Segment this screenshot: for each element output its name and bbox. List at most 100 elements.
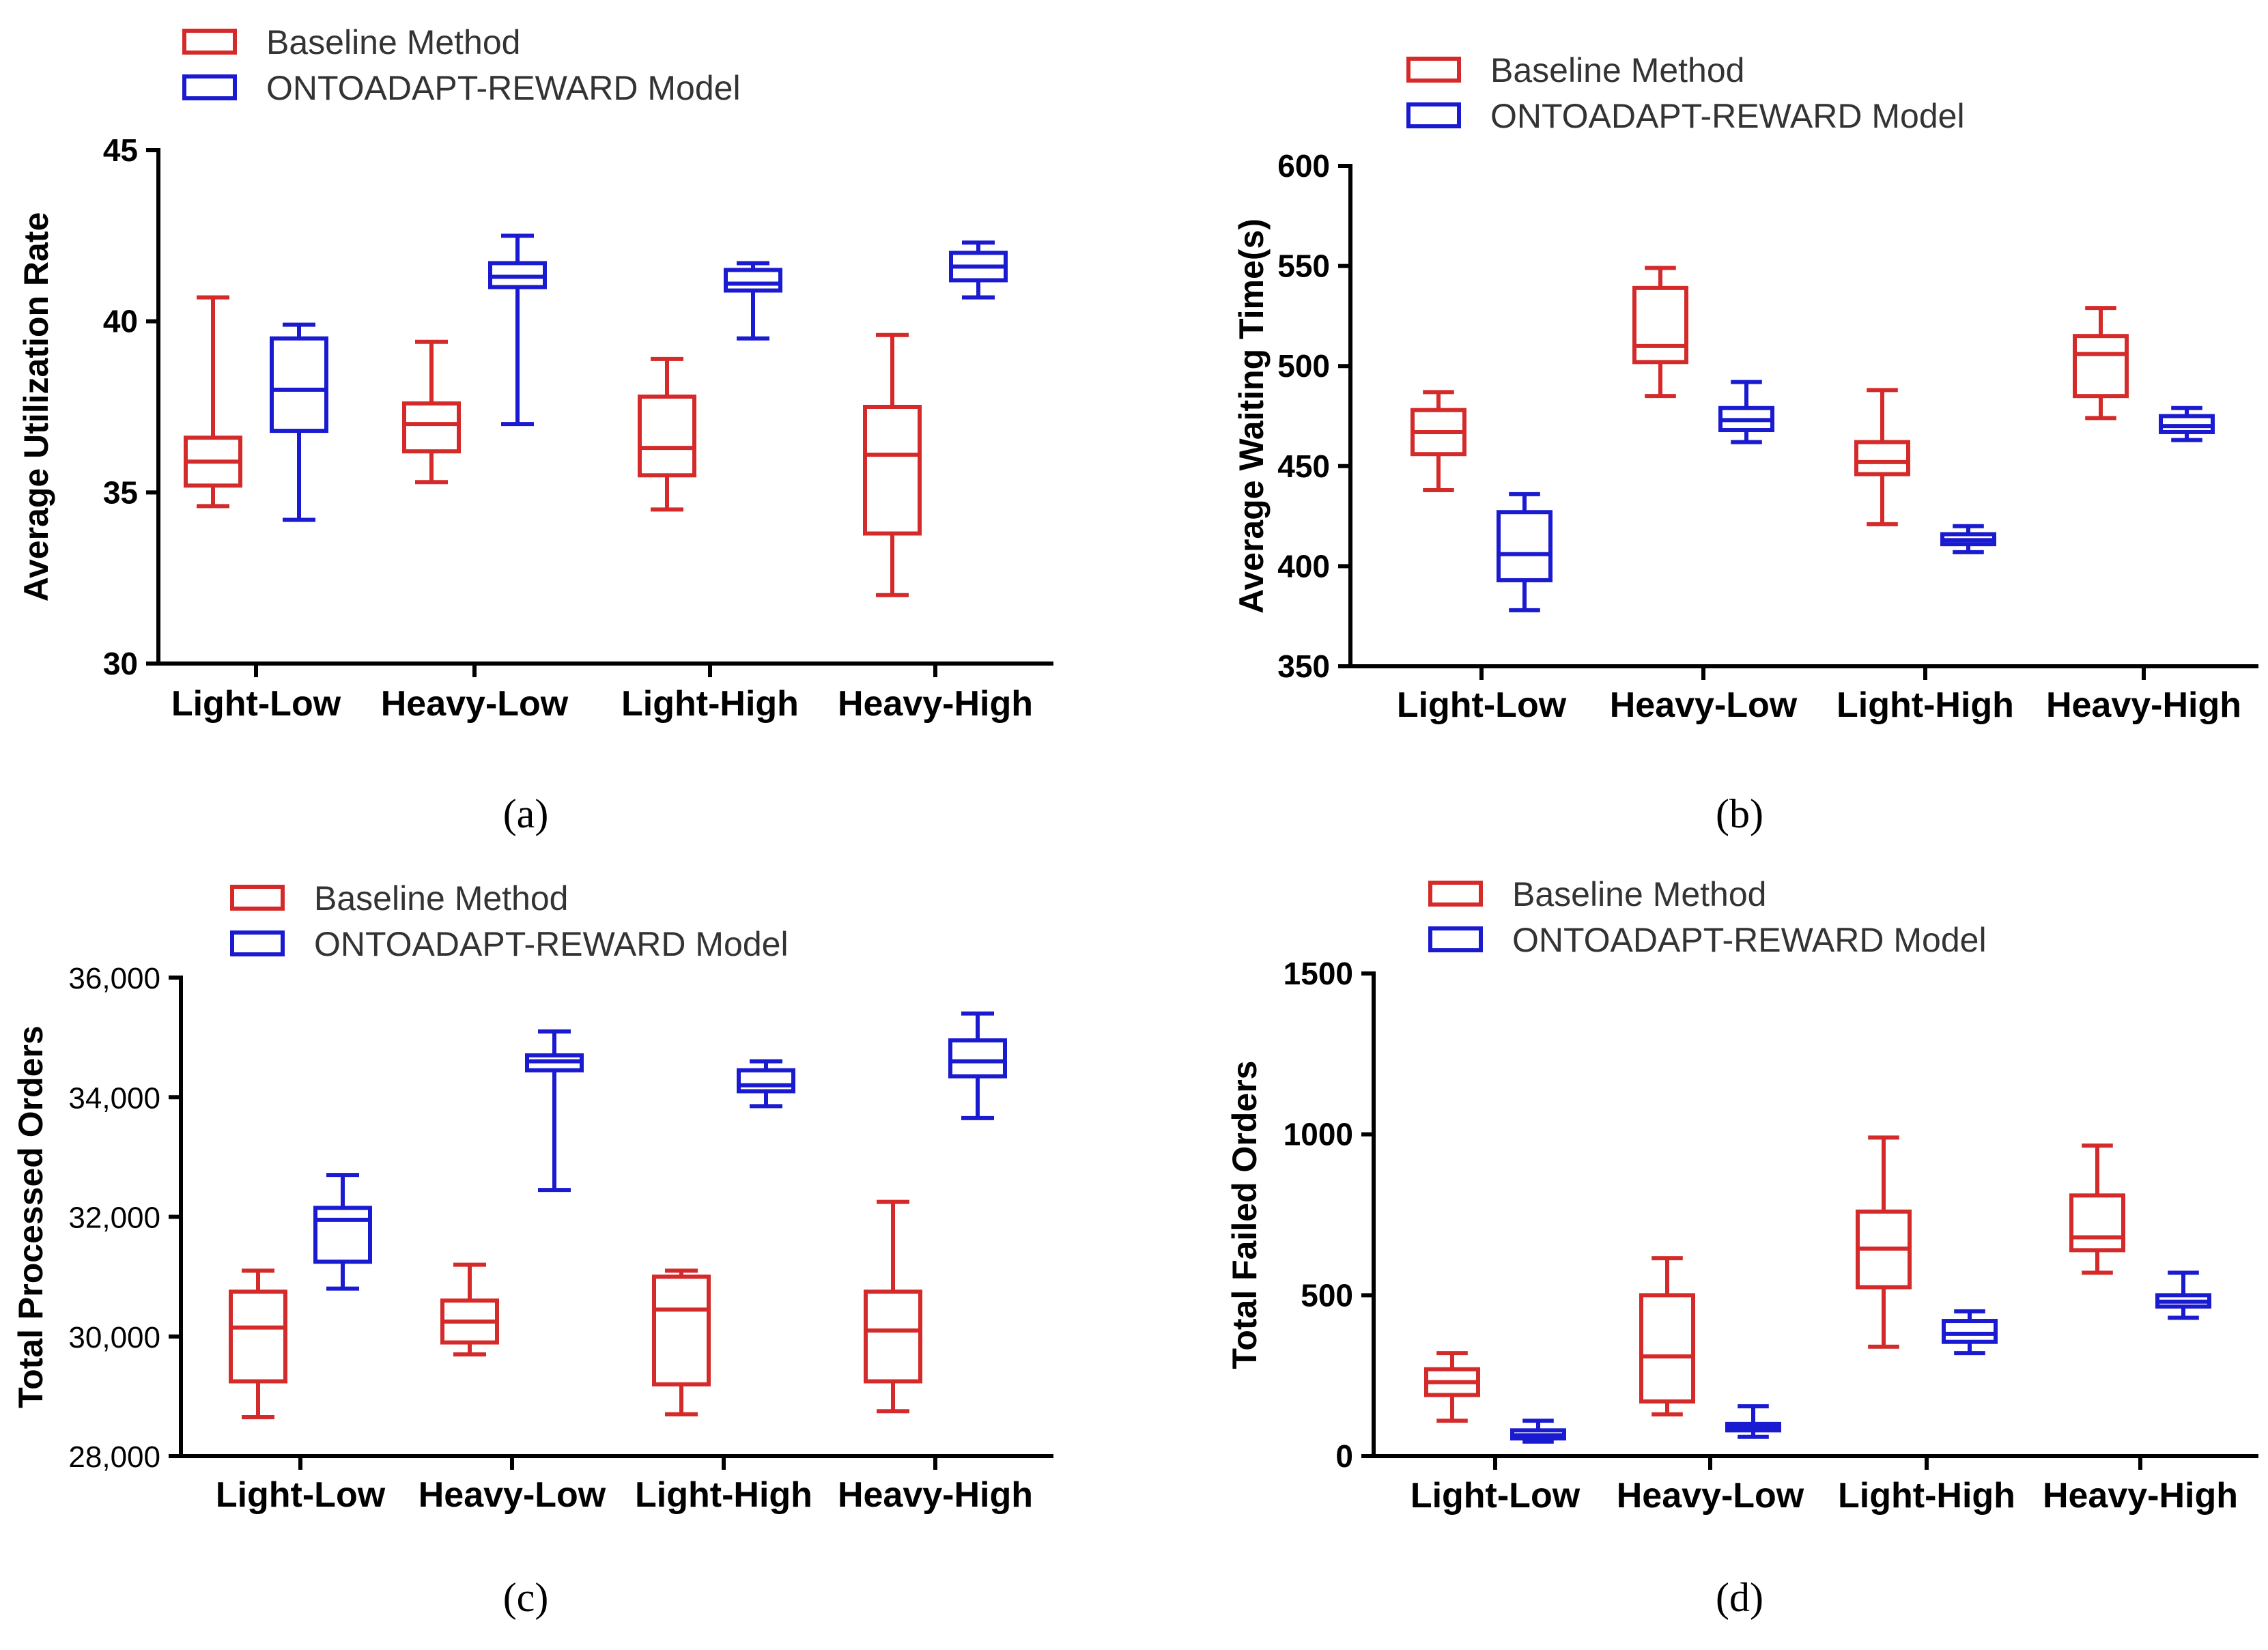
x-tick-label: Light-High bbox=[1838, 1476, 2015, 1516]
x-tick-label: Heavy-High bbox=[838, 1475, 1033, 1515]
legend-label-model: ONTOADAPT-REWARD Model bbox=[314, 925, 789, 963]
chart-panel-c: Baseline Method ONTOADAPT-REWARD Model 28,… bbox=[12, 879, 1053, 1620]
x-tick-label: Heavy-Low bbox=[1610, 685, 1798, 725]
box-model-light-high bbox=[737, 1059, 795, 1109]
y-tick-label: 400 bbox=[1277, 548, 1330, 584]
legend-swatch-baseline bbox=[182, 29, 237, 55]
x-tick-label: Light-Low bbox=[1397, 685, 1567, 725]
box-model-light-low bbox=[1510, 1419, 1566, 1444]
chart-panel-d: Baseline Method ONTOADAPT-REWARD Model 0 50… bbox=[1225, 875, 2258, 1620]
panel-label: (a) bbox=[503, 791, 549, 836]
box-baseline-heavy-low bbox=[440, 1262, 499, 1357]
legend-label-model: ONTOADAPT-REWARD Model bbox=[266, 69, 741, 107]
x-tick-label: Heavy-High bbox=[2046, 685, 2241, 725]
iqr-box bbox=[2069, 1193, 2125, 1253]
y-axis-title: Average Waiting Time(s) bbox=[1232, 218, 1271, 614]
box-baseline-light-low bbox=[1424, 1351, 1480, 1423]
legend-label-baseline: Baseline Method bbox=[1490, 51, 1744, 89]
x-tick-label: Heavy-Low bbox=[419, 1475, 606, 1515]
panel-label: (b) bbox=[1716, 791, 1763, 836]
iqr-box bbox=[1639, 1293, 1695, 1404]
iqr-box bbox=[270, 336, 328, 433]
iqr-box bbox=[1632, 285, 1688, 365]
chart-panel-b: Baseline Method ONTOADAPT-REWARD Model 350… bbox=[1232, 51, 2258, 836]
box-model-light-low bbox=[270, 322, 328, 522]
legend-swatch-model bbox=[182, 74, 237, 100]
iqr-box bbox=[229, 1290, 287, 1384]
box-baseline-heavy-low bbox=[402, 339, 461, 485]
y-axis-title: Average Utilization Rate bbox=[17, 212, 55, 602]
legend-label-model: ONTOADAPT-REWARD Model bbox=[1490, 97, 1965, 135]
box-baseline-light-high bbox=[638, 356, 696, 512]
box-model-light-low bbox=[313, 1173, 372, 1291]
x-tick-label: Heavy-High bbox=[838, 684, 1033, 724]
box-baseline-light-low bbox=[1411, 390, 1466, 492]
legend-swatch-baseline bbox=[1406, 57, 1461, 83]
box-baseline-heavy-high bbox=[2069, 1143, 2125, 1275]
x-tick-label: Light-High bbox=[635, 1475, 812, 1515]
iqr-box bbox=[724, 268, 782, 293]
iqr-box bbox=[1854, 440, 1910, 476]
legend-label-baseline: Baseline Method bbox=[266, 23, 520, 61]
legend-swatch-model bbox=[1406, 102, 1461, 128]
y-tick-label: 35 bbox=[103, 474, 138, 510]
box-model-heavy-high bbox=[949, 240, 1008, 300]
box-model-heavy-low bbox=[1725, 1404, 1781, 1439]
y-tick-label: 600 bbox=[1277, 148, 1330, 184]
box-baseline-heavy-low bbox=[1639, 1256, 1695, 1417]
iqr-box bbox=[1942, 1319, 1998, 1344]
x-tick-label: Heavy-High bbox=[2043, 1476, 2238, 1516]
legend: Baseline Method ONTOADAPT-REWARD Model bbox=[1406, 51, 1965, 135]
x-tick-label: Light-Low bbox=[1411, 1476, 1580, 1516]
box-model-heavy-high bbox=[948, 1011, 1007, 1120]
iqr-box bbox=[864, 1290, 922, 1384]
y-tick-label: 350 bbox=[1277, 649, 1330, 684]
legend-swatch-model bbox=[230, 930, 285, 956]
iqr-box bbox=[2073, 334, 2129, 399]
box-baseline-light-high bbox=[1856, 1135, 1912, 1349]
legend: Baseline Method ONTOADAPT-REWARD Model bbox=[182, 23, 741, 107]
y-tick-label: 32,000 bbox=[68, 1201, 160, 1235]
legend-label-baseline: Baseline Method bbox=[314, 879, 568, 918]
legend-swatch-baseline bbox=[230, 885, 285, 911]
y-tick-label: 500 bbox=[1277, 348, 1330, 384]
y-tick-label: 1500 bbox=[1284, 956, 1353, 991]
x-tick-label: Light-Low bbox=[171, 684, 341, 724]
legend: Baseline Method ONTOADAPT-REWARD Model bbox=[1428, 875, 1987, 959]
y-tick-label: 45 bbox=[103, 132, 138, 168]
iqr-box bbox=[313, 1206, 372, 1264]
y-axis-title: Total Processed Orders bbox=[12, 1025, 50, 1408]
box-baseline-heavy-low bbox=[1632, 266, 1688, 399]
x-tick-label: Light-High bbox=[1837, 685, 2014, 725]
box-model-heavy-high bbox=[2155, 1270, 2211, 1320]
y-tick-label: 30 bbox=[103, 646, 138, 681]
y-tick-label: 30,000 bbox=[68, 1321, 160, 1354]
y-tick-label: 1000 bbox=[1284, 1117, 1353, 1152]
y-tick-label: 40 bbox=[103, 304, 138, 339]
y-tick-label: 36,000 bbox=[68, 962, 160, 995]
x-tick-label: Light-High bbox=[621, 684, 799, 724]
iqr-box bbox=[402, 401, 461, 454]
iqr-box bbox=[638, 394, 696, 478]
box-model-light-high bbox=[1940, 524, 1996, 554]
y-tick-label: 0 bbox=[1335, 1438, 1353, 1474]
x-tick-label: Heavy-Low bbox=[1617, 1476, 1804, 1516]
box-model-heavy-low bbox=[488, 233, 547, 427]
x-tick-label: Light-Low bbox=[216, 1475, 386, 1515]
y-tick-label: 500 bbox=[1301, 1277, 1353, 1313]
box-baseline-light-high bbox=[1854, 388, 1910, 526]
box-baseline-heavy-high bbox=[2073, 306, 2129, 421]
box-model-light-low bbox=[1497, 492, 1553, 612]
box-baseline-light-high bbox=[652, 1268, 711, 1417]
iqr-box bbox=[1497, 510, 1553, 582]
iqr-box bbox=[863, 405, 922, 536]
y-axis-title: Total Failed Orders bbox=[1225, 1061, 1264, 1369]
y-tick-label: 34,000 bbox=[68, 1081, 160, 1115]
y-tick-label: 28,000 bbox=[68, 1440, 160, 1474]
box-model-heavy-high bbox=[2159, 406, 2215, 442]
iqr-box bbox=[737, 1068, 795, 1094]
iqr-box bbox=[948, 1038, 1007, 1079]
box-model-heavy-low bbox=[525, 1029, 584, 1193]
legend-swatch-baseline bbox=[1428, 881, 1483, 907]
